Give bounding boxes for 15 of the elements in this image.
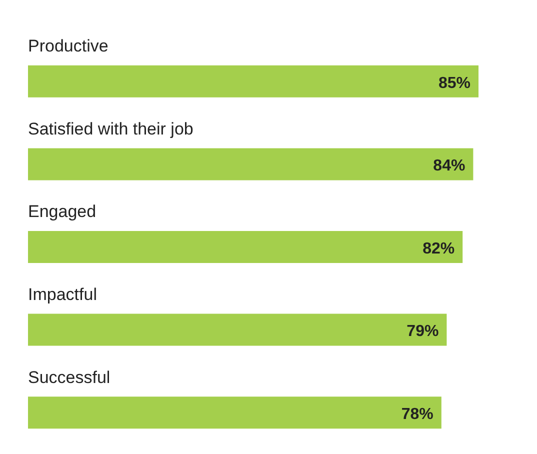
data-label: 82% [422, 240, 455, 258]
y-tick-label: Satisfied with their job [28, 119, 194, 138]
data-label: 78% [401, 406, 434, 424]
bar [28, 65, 478, 98]
y-tick-label: Engaged [28, 202, 96, 222]
y-tick-label: Impactful [28, 284, 97, 304]
data-label: 84% [433, 158, 466, 175]
data-label: 85% [438, 74, 470, 92]
data-label: 79% [406, 323, 439, 340]
bar [28, 314, 447, 346]
bar [28, 148, 474, 180]
y-tick-label: Successful [28, 368, 110, 387]
y-tick-label: Productive [28, 36, 108, 56]
bar [28, 231, 463, 263]
bar [28, 396, 442, 429]
